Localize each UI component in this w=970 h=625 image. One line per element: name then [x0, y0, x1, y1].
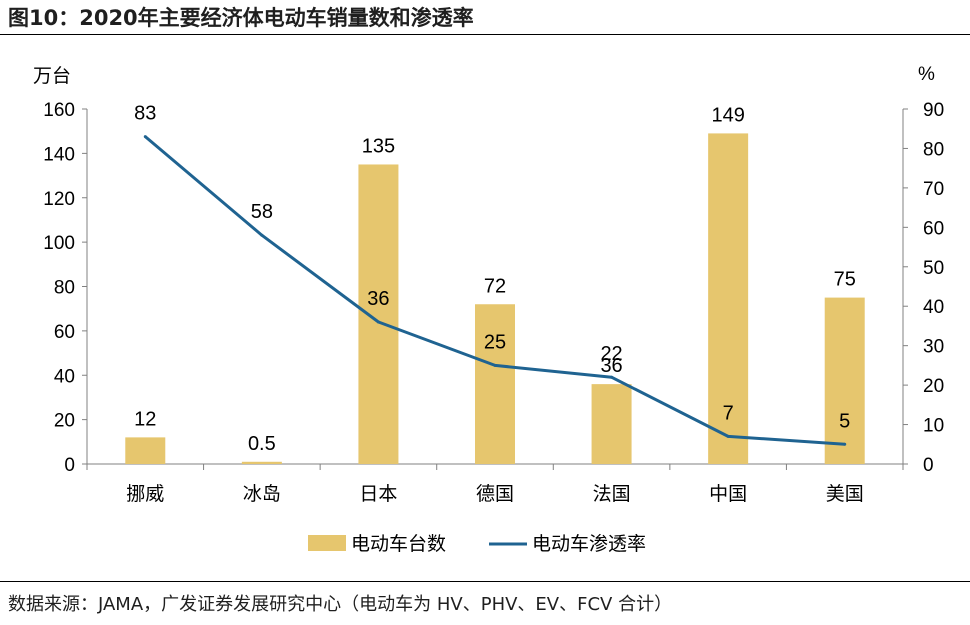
x-category-label: 日本: [359, 483, 397, 505]
chart-axes: 0 20 40 60 80 100 120 140 160 0 10 20 30 40 50 60 70 80 90…: [33, 64, 944, 505]
line-series: [143, 135, 847, 446]
bar-series: [125, 133, 865, 464]
right-tick-label: 60: [923, 218, 944, 239]
right-tick-label: 40: [923, 297, 944, 318]
left-tick-label: 40: [54, 366, 75, 387]
line-value-label: 83: [134, 103, 156, 125]
legend-line-label: 电动车渗透率: [532, 533, 646, 555]
line-value-label: 58: [251, 201, 273, 223]
bar-value-label: 72: [484, 275, 506, 297]
chart-title: 图10：2020年主要经济体电动车销量数和渗透率: [8, 6, 474, 30]
right-tick-label: 70: [923, 179, 944, 200]
source-divider: [0, 581, 970, 582]
x-category-label: 中国: [709, 483, 747, 505]
left-tick-label: 80: [54, 278, 75, 299]
line-value-label: 7: [723, 402, 734, 424]
bar-value-label: 149: [711, 104, 744, 126]
x-category-label: 德国: [476, 483, 514, 505]
line-point: [376, 320, 380, 324]
bar: [358, 164, 399, 464]
left-tick-label: 20: [54, 411, 75, 432]
bar-value-label: 135: [362, 135, 395, 157]
right-tick-label: 80: [923, 139, 944, 160]
x-category-label: 美国: [826, 483, 864, 505]
bar-value-label: 12: [134, 408, 156, 430]
bar: [475, 304, 515, 464]
combo-chart: 0 20 40 60 80 100 120 140 160 0 10 20 30 40 50 60 70 80 90…: [33, 64, 944, 555]
right-tick-label: 30: [923, 337, 944, 358]
left-tick-label: 160: [43, 100, 75, 121]
line-point: [260, 233, 264, 237]
right-tick-label: 10: [923, 416, 944, 437]
right-tick-label: 0: [923, 455, 934, 476]
bar: [591, 384, 632, 464]
title-divider: [0, 34, 970, 35]
line-point: [493, 363, 497, 367]
right-tick-label: 50: [923, 258, 944, 279]
left-tick-label: 100: [43, 233, 75, 254]
bar-value-label: 36: [600, 355, 622, 377]
bar-value-label: 75: [834, 269, 856, 291]
left-tick-label: 140: [43, 144, 75, 165]
bar: [708, 133, 749, 464]
line-value-label: 36: [367, 288, 389, 310]
x-category-label: 法国: [593, 483, 631, 505]
left-axis-unit: 万台: [33, 65, 71, 87]
legend-bar-label: 电动车台数: [351, 533, 446, 555]
right-tick-label: 20: [923, 376, 944, 397]
line-point: [726, 434, 730, 438]
bar: [241, 461, 282, 464]
right-axis-unit: %: [918, 64, 935, 85]
left-tick-label: 0: [64, 455, 75, 476]
line-point: [843, 442, 847, 446]
source-note: 数据来源：JAMA，广发证券发展研究中心（电动车为 HV、PHV、EV、FCV …: [8, 594, 673, 615]
line-value-label: 25: [484, 331, 506, 353]
x-category-label: 挪威: [126, 483, 164, 505]
left-tick-label: 60: [54, 322, 75, 343]
x-category-label: 冰岛: [243, 483, 281, 505]
legend: 电动车台数 电动车渗透率: [308, 533, 646, 555]
bar: [824, 297, 865, 464]
line-value-label: 5: [839, 410, 850, 432]
right-tick-label: 90: [923, 100, 944, 121]
bar: [125, 437, 166, 464]
left-tick-label: 120: [43, 189, 75, 210]
line-point: [610, 375, 614, 379]
bar-value-label: 0.5: [248, 433, 276, 455]
line-point: [143, 135, 147, 139]
legend-bar-swatch: [308, 535, 346, 551]
line-value-label: 22: [600, 343, 622, 365]
